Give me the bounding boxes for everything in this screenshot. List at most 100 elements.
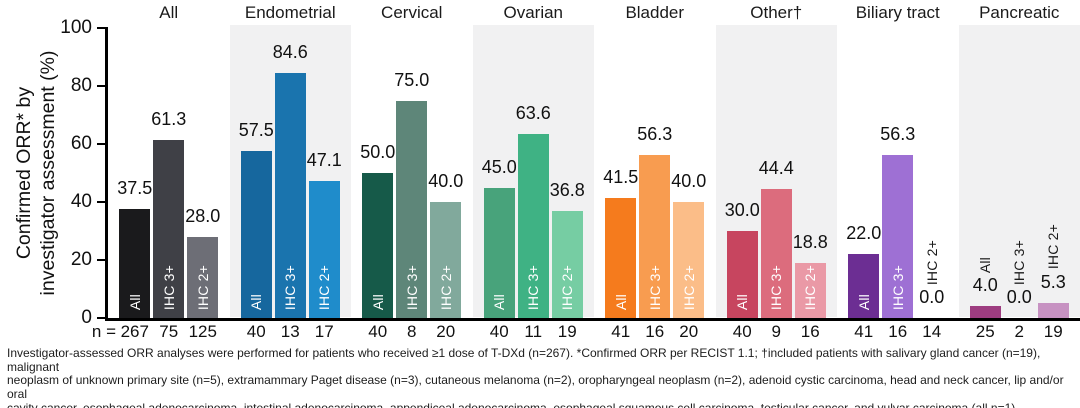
bar-series-label: IHC 3+ — [761, 265, 792, 310]
n-value: 19 — [1043, 322, 1063, 341]
bar — [605, 197, 637, 318]
bar-series-label-text: IHC 2+ — [680, 264, 697, 310]
bar-series-label: All — [848, 294, 879, 310]
bar-series-label-text: IHC 2+ — [194, 264, 211, 310]
bar-value-label: 41.5 — [603, 166, 639, 187]
bar-value-label: 40.0 — [428, 171, 464, 191]
bar-series-label: IHC 2+ — [187, 265, 218, 310]
y-tick-mark — [97, 317, 105, 320]
n-value: 11 — [524, 322, 543, 341]
bar-series-label: IHC 2+ — [795, 265, 826, 310]
y-axis-title: Confirmed ORR* by investigator assessmen… — [12, 3, 60, 343]
bar — [274, 72, 306, 318]
n-value: 16 — [645, 322, 665, 341]
group-label: Other† — [750, 3, 803, 22]
bar-value-label: 0.0 — [1006, 287, 1032, 307]
bar-value-label: 47.1 — [306, 150, 342, 171]
group-label: All — [159, 3, 179, 22]
bar-series-label-text: All — [369, 293, 386, 310]
bar-value-label: 18.8 — [792, 232, 828, 253]
bar-series-label-text: IHC 3+ — [403, 264, 420, 310]
bar — [240, 151, 272, 318]
bar-value-label: 22.0 — [846, 223, 882, 244]
group-label: Ovarian — [503, 3, 564, 22]
n-value: 20 — [436, 322, 456, 341]
bar-series-label-text: IHC 3+ — [160, 264, 177, 310]
n-value: 19 — [557, 322, 577, 341]
bar-series-label-text: IHC 2+ — [802, 264, 819, 310]
bar-series-label-text: All — [612, 293, 629, 310]
bar-series-label: All — [727, 294, 758, 310]
footnote-block: Investigator-assessed ORR analyses were … — [7, 346, 1077, 408]
bar-value-label: 0.0 — [919, 287, 945, 307]
n-value: 40 — [246, 322, 266, 341]
bar-series-label-text: All — [126, 293, 143, 310]
n-value: 9 — [771, 322, 781, 341]
bar-value-label: 36.8 — [549, 180, 585, 201]
footnote-line-1: Investigator-assessed ORR analyses were … — [7, 346, 1041, 374]
bar — [673, 202, 705, 318]
group-label: Bladder — [625, 3, 685, 22]
y-tick-label: 20 — [70, 249, 92, 270]
n-value: 75 — [159, 322, 179, 341]
bar — [760, 189, 792, 318]
bar-value-label: 75.0 — [394, 69, 430, 90]
bar — [639, 154, 671, 318]
bar-series-label-text: IHC 2+ — [559, 264, 576, 310]
bar-series-label: All — [241, 294, 272, 310]
bar — [483, 187, 515, 318]
bar-series-label: IHC 2+ — [916, 240, 947, 285]
bar-series-label-text: All — [248, 293, 265, 310]
bar-value-label: 63.6 — [515, 102, 551, 123]
y-axis-title-line1: Confirmed ORR* by — [13, 86, 35, 260]
n-value: 16 — [800, 322, 820, 341]
n-value: 25 — [975, 322, 995, 341]
bar-value-label: 28.0 — [185, 205, 221, 226]
n-value: 41 — [854, 322, 874, 341]
bar-series-label: IHC 3+ — [396, 265, 427, 310]
bar-series-label: All — [119, 294, 150, 310]
n-value: 17 — [314, 322, 334, 341]
n-value: 40 — [732, 322, 752, 341]
footnote-line-3: cavity cancer, esophageal adenocarcinoma… — [7, 400, 1016, 408]
bar-series-label: IHC 2+ — [430, 265, 461, 310]
bar-value-label: 45.0 — [481, 156, 517, 177]
bar — [362, 173, 394, 318]
bar-value-label: 4.0 — [972, 275, 998, 296]
bar-series-label-text: IHC 2+ — [923, 239, 940, 285]
bar — [308, 181, 340, 318]
bar-series-label: All — [970, 257, 1001, 273]
n-value: 14 — [922, 322, 942, 341]
n-value: 2 — [1014, 322, 1024, 341]
bar — [882, 154, 914, 318]
group-label: Endometrial — [244, 3, 336, 22]
bar-value-label: 40.0 — [671, 171, 707, 191]
bar-series-label-text: IHC 2+ — [437, 264, 454, 310]
bar-value-label: 84.6 — [272, 41, 308, 62]
bar — [153, 140, 185, 318]
bar-series-label-text: IHC 2+ — [316, 264, 333, 310]
n-value: 41 — [611, 322, 631, 341]
n-value: 16 — [888, 322, 908, 341]
bar — [726, 231, 758, 318]
bar — [1037, 302, 1069, 318]
y-tick-mark — [97, 143, 105, 146]
bar-value-label: 57.5 — [238, 120, 274, 141]
bar — [187, 236, 219, 318]
bar-series-label: IHC 2+ — [309, 265, 340, 310]
y-tick-mark — [97, 201, 105, 204]
bar-series-label: All — [605, 294, 636, 310]
bar-series-label-text: IHC 3+ — [768, 264, 785, 310]
bar — [119, 209, 151, 318]
bar-series-label: IHC 3+ — [639, 265, 670, 310]
bar-series-label-text: IHC 3+ — [646, 264, 663, 310]
x-axis-line — [105, 318, 1080, 321]
bar — [794, 263, 826, 318]
bar-value-label: 50.0 — [360, 142, 396, 162]
y-axis-title-line2: investigator assessment (%) — [37, 50, 59, 296]
bar-series-label-text: All — [977, 257, 994, 274]
bar-series-label: IHC 2+ — [1038, 224, 1069, 269]
bar — [517, 133, 549, 318]
bar — [551, 211, 583, 318]
